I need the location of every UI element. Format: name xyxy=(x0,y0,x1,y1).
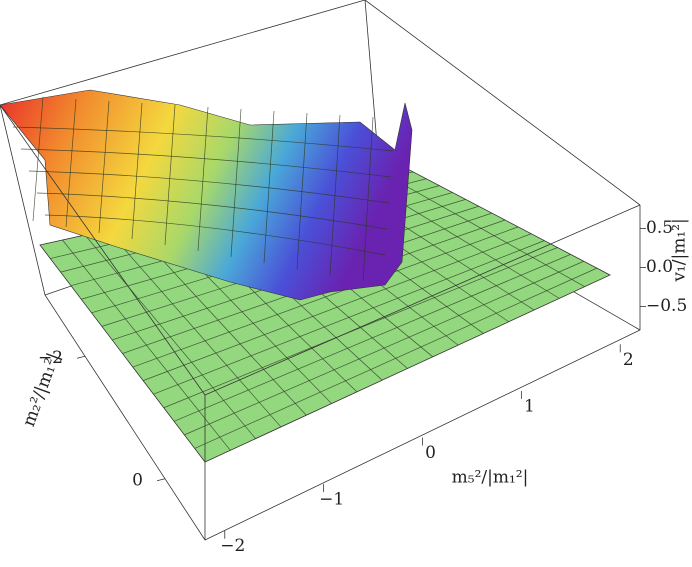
mesh-line xyxy=(20,148,392,178)
z-axis-title: v₁/|m₁²| xyxy=(670,218,690,282)
x-axis-title: m₅²/|m₁²| xyxy=(452,468,529,488)
mesh-line xyxy=(12,126,394,152)
mesh-line xyxy=(197,106,209,252)
tick-mark xyxy=(76,355,86,359)
tick-mark xyxy=(156,478,166,482)
tick-label: 2 xyxy=(623,350,634,370)
mesh-line xyxy=(362,116,374,282)
mesh-line xyxy=(164,104,176,246)
tick-label: −2 xyxy=(220,536,245,556)
tick-label: 0.0 xyxy=(646,257,673,277)
mesh-line xyxy=(28,170,390,204)
mesh-line xyxy=(65,98,77,228)
mesh-line xyxy=(44,214,386,256)
mesh-line xyxy=(377,169,585,287)
tick-label: 1 xyxy=(524,396,535,416)
tick-label: −0.5 xyxy=(646,296,687,316)
mesh-line xyxy=(36,192,388,230)
mesh-line xyxy=(98,100,110,234)
mesh-line xyxy=(131,102,143,240)
tick-label: 0 xyxy=(425,443,436,463)
tick-label: 0.5 xyxy=(646,218,673,238)
surface xyxy=(0,89,413,301)
mesh-line xyxy=(296,112,308,270)
tick-label: −2 xyxy=(38,348,63,368)
mesh-line xyxy=(329,114,341,276)
mesh-line xyxy=(263,110,275,264)
box-front xyxy=(0,104,641,541)
mesh-line xyxy=(230,108,242,258)
tick-label: −1 xyxy=(319,490,344,510)
tick-label: 0 xyxy=(132,470,143,490)
